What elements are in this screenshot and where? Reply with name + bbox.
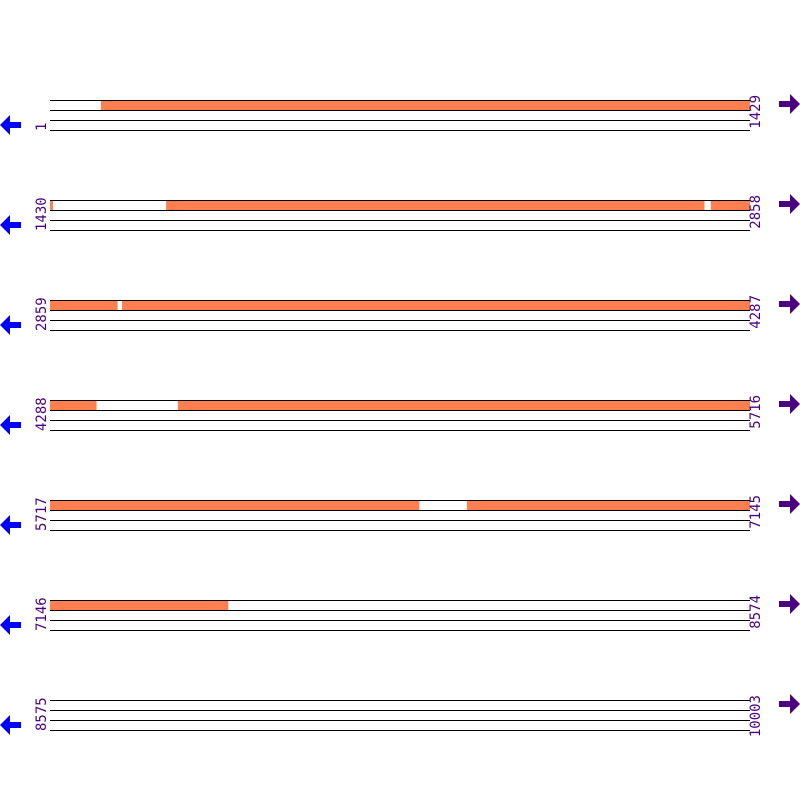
arrow-right-icon (779, 694, 800, 714)
feature-block (122, 300, 750, 310)
sequence-row: 4288 5716 (0, 394, 800, 435)
row-start-label: 2859 (34, 297, 50, 331)
feature-block (466, 500, 750, 510)
arrow-left-icon (0, 515, 21, 535)
arrow-right-icon (779, 394, 800, 414)
feature-block (50, 300, 118, 310)
sequence-row: 5717 7145 (0, 494, 800, 535)
sequence-row: 1430 2858 (0, 194, 800, 235)
row-end-label: 4287 (748, 295, 764, 329)
feature-block (710, 200, 750, 210)
arrow-right-icon (779, 194, 800, 214)
row-start-label: 4288 (34, 397, 50, 431)
row-end-label: 2858 (748, 195, 764, 229)
row-end-label: 8574 (748, 595, 764, 629)
arrow-left-icon (0, 215, 21, 235)
arrow-left-icon (0, 715, 21, 735)
feature-block (50, 500, 420, 510)
arrow-right-icon (779, 294, 800, 314)
row-start-label: 8575 (34, 697, 50, 731)
row-end-label: 10003 (748, 695, 764, 737)
feature-block (177, 400, 751, 410)
row-start-label: 1 (34, 123, 50, 131)
sequence-row: 1 1429 (0, 94, 800, 135)
arrow-right-icon (779, 94, 800, 114)
row-start-label: 5717 (34, 497, 50, 531)
arrow-left-icon (0, 315, 21, 335)
row-end-label: 5716 (748, 395, 764, 429)
arrow-left-icon (0, 115, 21, 135)
sequence-row: 2859 4287 (0, 294, 800, 335)
feature-block (50, 200, 53, 210)
feature-block (50, 600, 229, 610)
arrow-right-icon (779, 494, 800, 514)
feature-block (50, 400, 97, 410)
feature-block (100, 100, 751, 110)
row-start-label: 1430 (34, 197, 50, 231)
sequence-row: 7146 8574 (0, 594, 800, 635)
feature-block (166, 200, 705, 210)
row-end-label: 7145 (748, 495, 764, 529)
arrow-right-icon (779, 594, 800, 614)
row-end-label: 1429 (748, 95, 764, 129)
sequence-row: 8575 10003 (0, 694, 800, 737)
row-start-label: 7146 (34, 597, 50, 631)
arrow-left-icon (0, 615, 21, 635)
arrow-left-icon (0, 415, 21, 435)
